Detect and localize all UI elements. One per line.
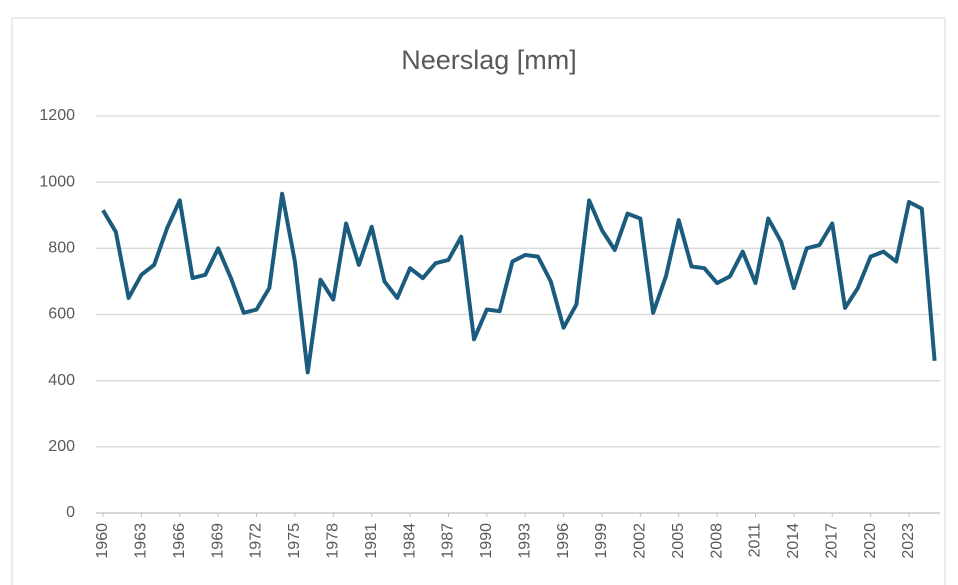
y-tick-label: 1000 [39, 173, 75, 190]
data-line [101, 191, 937, 375]
y-tick-label: 200 [48, 438, 75, 455]
x-tick-label: 2017 [823, 523, 840, 559]
x-tick-label: 1984 [401, 523, 418, 559]
y-tick-label: 400 [48, 372, 75, 389]
x-tick-label: 2011 [747, 523, 764, 558]
x-tick-label: 1996 [555, 523, 572, 559]
x-tick-label: 1969 [209, 523, 226, 559]
x-tick-label: 1963 [133, 523, 150, 559]
x-tick-label: 1966 [171, 523, 188, 559]
y-tick-label: 0 [66, 504, 75, 521]
x-tick-label: 1981 [363, 523, 380, 559]
x-tick-label: 2002 [632, 523, 649, 559]
x-tick-label: 2023 [900, 523, 917, 559]
x-tick-label: 1990 [478, 523, 495, 559]
y-tick-label: 800 [48, 240, 75, 257]
x-tick-label: 2008 [708, 523, 725, 559]
x-tick-label: 1993 [516, 523, 533, 559]
x-tick-label: 2020 [862, 523, 879, 559]
x-tick-label: 1999 [593, 523, 610, 559]
x-tick-label: 1972 [248, 523, 265, 559]
chart-frame [11, 17, 946, 585]
x-tick-label: 1960 [94, 523, 111, 559]
x-tick-label: 1975 [286, 523, 303, 559]
x-tick-label: 1987 [440, 523, 457, 559]
x-tick-label: 2014 [785, 523, 802, 559]
x-tick-label: 2005 [670, 523, 687, 559]
y-tick-label: 600 [48, 306, 75, 323]
y-tick-label: 1200 [39, 107, 75, 124]
chart-title: Neerslag [mm] [401, 45, 577, 75]
x-tick-label: 1978 [325, 523, 342, 559]
